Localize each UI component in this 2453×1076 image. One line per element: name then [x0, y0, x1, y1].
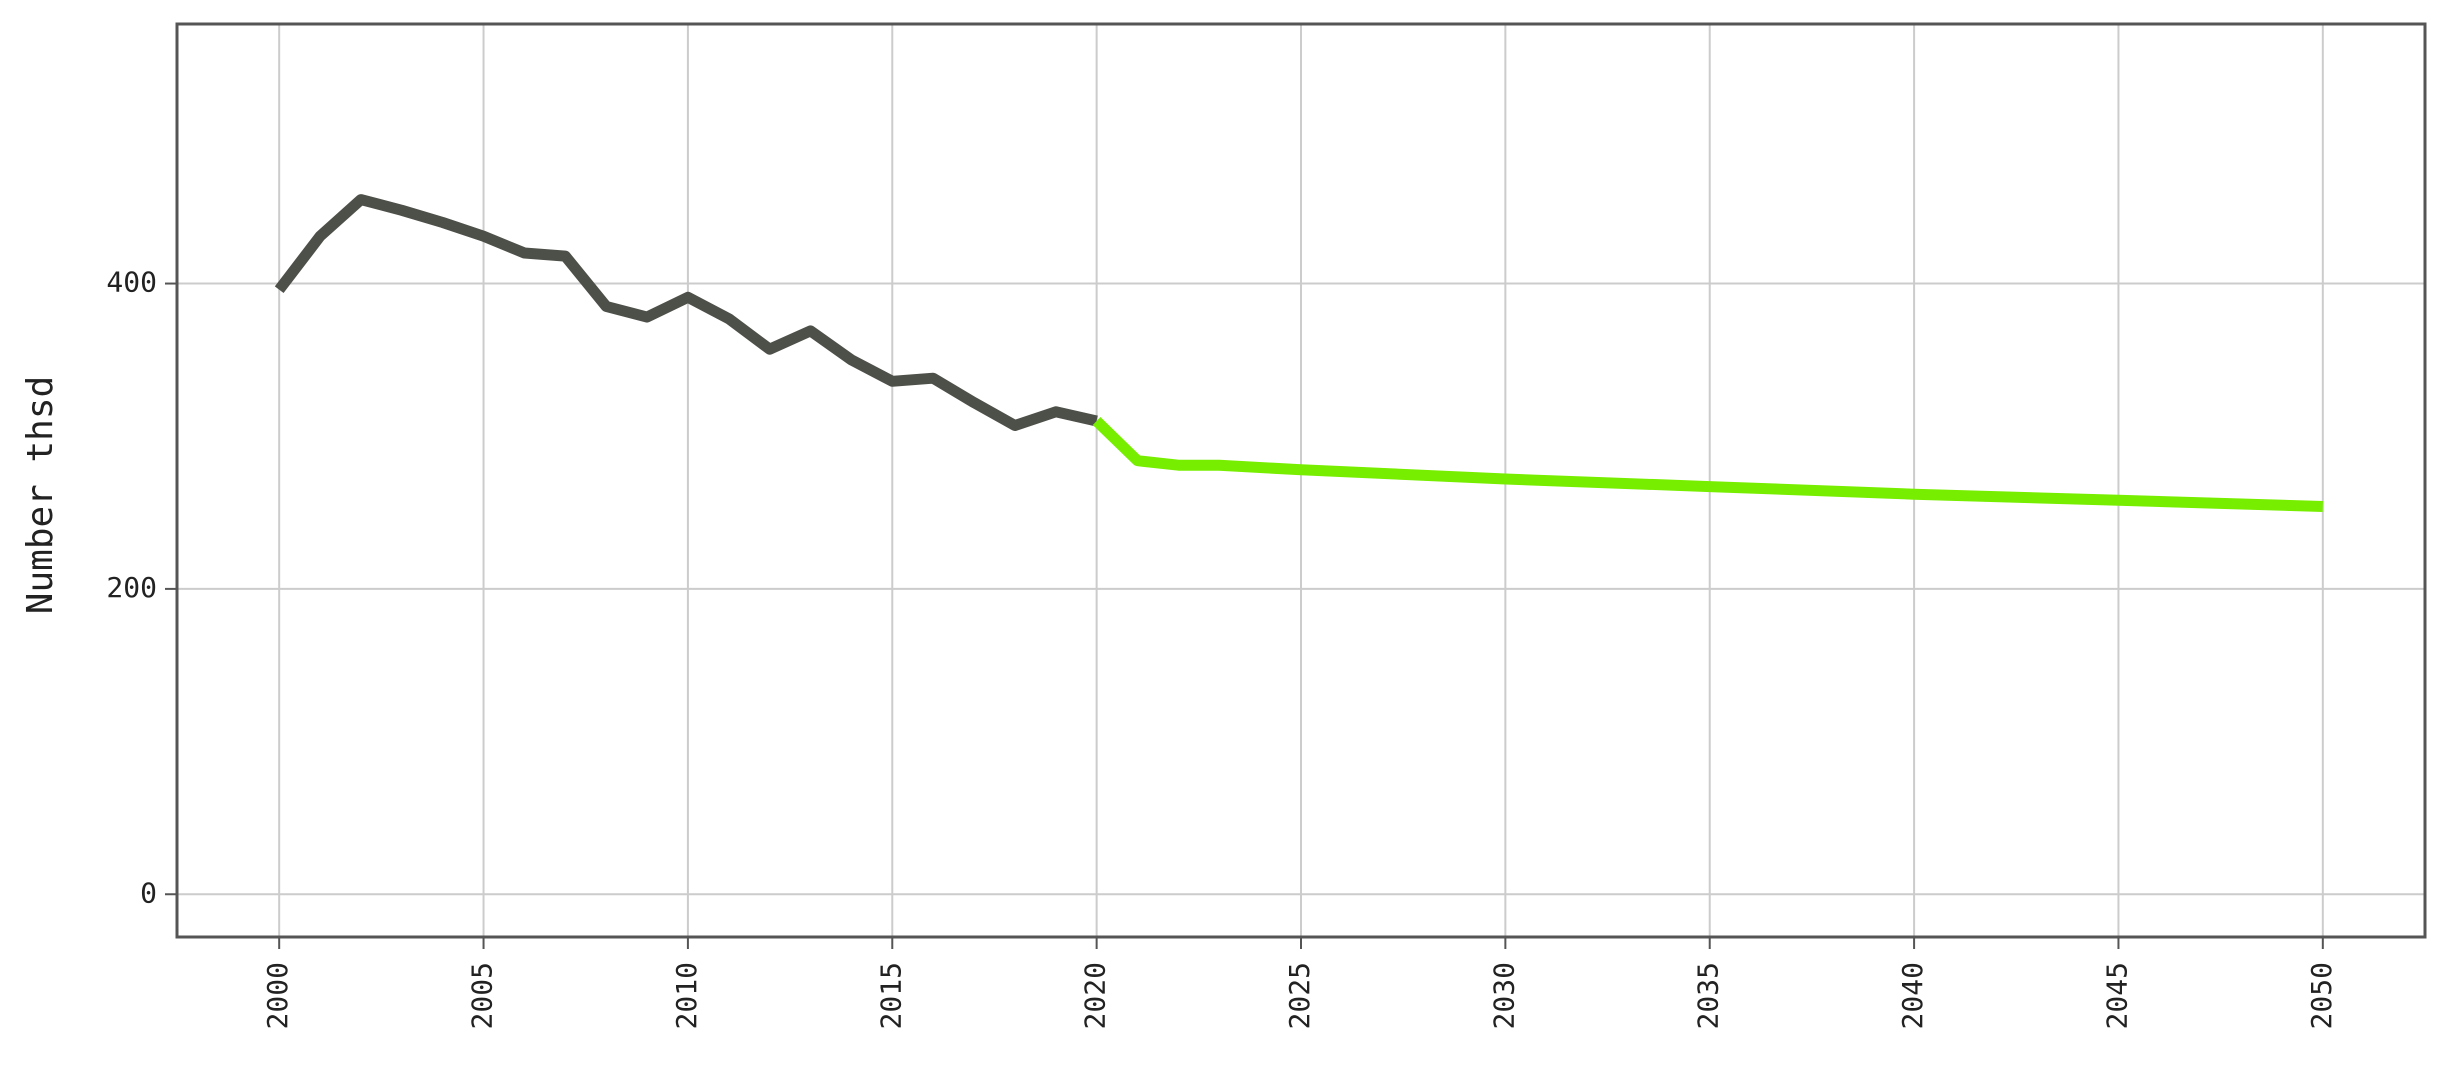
- x-tick-label: 2040: [1896, 962, 1929, 1029]
- x-tick-label: 2015: [874, 962, 907, 1029]
- y-tick-label: 0: [140, 876, 157, 909]
- x-tick-label: 2005: [466, 962, 499, 1029]
- x-tick-label: 2000: [261, 962, 294, 1029]
- x-axis: 2000 2005 2010 2015 2020 2025 2030 2035 2040 2045…: [261, 937, 2338, 1029]
- series-line-historical: [274, 194, 1098, 431]
- y-tick-label: 200: [106, 571, 157, 604]
- x-tick-label: 2045: [2100, 962, 2133, 1029]
- x-tick-label: 2050: [2305, 962, 2338, 1029]
- y-axis-title: Number thsd: [20, 376, 61, 614]
- x-tick-label: 2020: [1079, 962, 1112, 1029]
- x-tick-label: 2025: [1283, 962, 1316, 1029]
- series-line-projection: [1092, 417, 2323, 512]
- y-axis: 0 200 400: [106, 266, 177, 909]
- series-layer: [274, 194, 2323, 512]
- x-tick-label: 2030: [1487, 962, 1520, 1029]
- x-tick-label: 2010: [670, 962, 703, 1029]
- y-tick-label: 400: [106, 266, 157, 299]
- x-tick-label: 2035: [1692, 962, 1725, 1029]
- grid-layer: [177, 24, 2425, 937]
